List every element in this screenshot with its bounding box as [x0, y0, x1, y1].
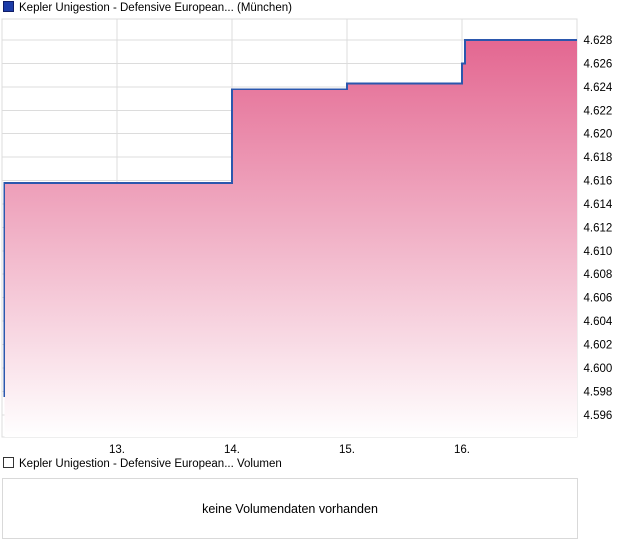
volume-legend-label: Kepler Unigestion - Defensive European..… — [19, 458, 282, 470]
y-tick-label: 4.602 — [584, 340, 613, 352]
y-tick-label: 4.626 — [584, 58, 613, 70]
y-tick-label: 4.614 — [584, 199, 613, 211]
x-tick-label: 16. — [454, 444, 470, 456]
y-tick-label: 4.616 — [584, 176, 613, 188]
y-tick-label: 4.628 — [584, 35, 613, 47]
x-tick-label: 13. — [109, 444, 125, 456]
y-tick-label: 4.600 — [584, 363, 613, 375]
y-tick-label: 4.604 — [584, 316, 613, 328]
y-tick-label: 4.612 — [584, 222, 613, 234]
price-chart-svg: 4.596 4.598 4.600 4.602 4.604 4.606 4.608 4.610… — [1, 18, 613, 456]
volume-series-marker-icon — [3, 457, 14, 468]
x-tick-label: 15. — [339, 444, 355, 456]
y-tick-label: 4.620 — [584, 129, 613, 141]
price-series-marker-icon — [3, 1, 14, 12]
price-line — [3, 39, 577, 398]
price-area — [4, 40, 578, 437]
y-tick-label: 4.596 — [584, 410, 613, 422]
y-tick-label: 4.622 — [584, 105, 613, 117]
price-legend-label: Kepler Unigestion - Defensive European..… — [19, 2, 292, 14]
y-tick-label: 4.598 — [584, 386, 613, 398]
y-tick-label: 4.618 — [584, 152, 613, 164]
volume-no-data-message: keine Volumendaten vorhanden — [202, 501, 378, 516]
y-tick-label: 4.610 — [584, 246, 613, 258]
y-tick-label: 4.608 — [584, 269, 613, 281]
y-tick-label: 4.606 — [584, 293, 613, 305]
volume-no-data-box: keine Volumendaten vorhanden — [2, 478, 578, 539]
x-tick-label: 14. — [224, 444, 240, 456]
price-legend: Kepler Unigestion - Defensive European..… — [3, 1, 292, 17]
y-tick-label: 4.624 — [584, 82, 613, 94]
volume-legend: Kepler Unigestion - Defensive European..… — [3, 457, 282, 473]
